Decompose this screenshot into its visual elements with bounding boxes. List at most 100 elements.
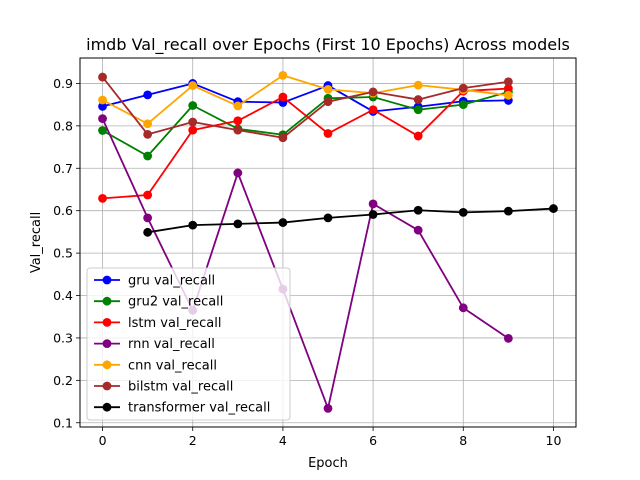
y-tick-label: 0.4	[53, 288, 73, 303]
data-point	[143, 190, 153, 200]
data-point	[98, 126, 107, 135]
data-point	[323, 213, 333, 223]
data-point	[278, 218, 288, 227]
legend-item: gru2 val_recall	[94, 295, 223, 310]
data-point	[188, 117, 198, 127]
data-point	[233, 116, 243, 126]
data-point	[188, 81, 198, 90]
y-tick-label: 0.6	[53, 203, 73, 218]
data-point	[278, 133, 288, 143]
data-point	[323, 403, 333, 413]
data-point	[188, 125, 198, 135]
legend-swatch-marker	[102, 381, 112, 391]
legend-swatch-marker	[102, 402, 112, 412]
x-tick-label: 6	[369, 433, 377, 448]
data-point	[549, 204, 558, 213]
data-point	[323, 84, 333, 94]
legend-item: lstm val_recall	[94, 316, 221, 331]
data-point	[503, 333, 513, 343]
y-axis-label: Val_recall	[29, 212, 44, 273]
data-point	[368, 199, 378, 209]
x-tick-label: 8	[459, 433, 467, 448]
legend-label: rnn val_recall	[128, 337, 215, 352]
legend-label: lstm val_recall	[128, 316, 221, 331]
grid	[80, 58, 576, 427]
data-point	[143, 227, 153, 237]
y-tick-label: 0.7	[53, 161, 73, 176]
series-0	[98, 79, 513, 116]
legend-label: transformer val_recall	[128, 401, 270, 416]
data-point	[188, 101, 198, 110]
data-point	[413, 205, 423, 215]
legend-label: gru2 val_recall	[128, 295, 223, 310]
data-point	[98, 114, 107, 124]
y-tick-label: 0.3	[53, 330, 73, 345]
legend-item: rnn val_recall	[94, 337, 215, 352]
x-axis-label: Epoch	[308, 456, 348, 471]
data-point	[278, 92, 288, 102]
data-point	[503, 77, 513, 87]
legend-item: bilstm val_recall	[94, 380, 233, 395]
data-point	[143, 151, 153, 161]
y-tick-label: 0.1	[53, 415, 73, 430]
legend-swatch-marker	[102, 339, 112, 348]
x-tick-label: 2	[189, 433, 197, 448]
data-point	[503, 84, 513, 93]
legend-label: bilstm val_recall	[128, 380, 233, 395]
data-point	[503, 206, 513, 216]
legend-item: gru val_recall	[94, 274, 215, 289]
data-point	[368, 105, 378, 115]
y-tick-label: 0.8	[53, 118, 73, 133]
data-point	[323, 129, 333, 138]
data-point	[188, 220, 198, 230]
data-point	[413, 95, 423, 104]
data-point	[368, 87, 378, 97]
data-point	[143, 213, 153, 223]
y-tick-label: 0.5	[53, 246, 73, 261]
data-point	[458, 100, 468, 110]
data-point	[143, 129, 153, 139]
legend-box	[86, 267, 291, 421]
series-6	[143, 204, 558, 237]
series-5	[98, 72, 513, 143]
data-point	[233, 125, 243, 135]
x-tick-label: 4	[279, 433, 287, 448]
data-point	[233, 168, 243, 178]
series-line	[101, 118, 509, 410]
data-point	[233, 219, 243, 229]
data-point	[458, 207, 468, 217]
legend-label: gru val_recall	[128, 274, 215, 289]
data-point	[98, 95, 107, 105]
data-point	[368, 210, 378, 219]
legend-item: transformer val_recall	[94, 401, 270, 416]
x-tick-label: 0	[99, 433, 107, 448]
axis-ticks: 0 2 4 6 8 10 0.1 0.2 0.3 0.4 0.5 0.6 0.7 0.8 0.9	[53, 76, 561, 448]
data-point	[143, 119, 153, 129]
series-line	[147, 207, 554, 234]
data-point	[98, 101, 107, 111]
data-point	[413, 105, 423, 115]
series-line	[102, 74, 509, 125]
data-point	[143, 90, 153, 100]
series-layer	[98, 70, 558, 413]
data-point	[413, 131, 423, 141]
plot-frame	[79, 57, 577, 428]
series-1	[98, 87, 513, 161]
data-point	[413, 80, 423, 90]
data-point	[323, 97, 333, 107]
y-tick-label: 0.2	[53, 373, 73, 388]
legend-swatch-marker	[102, 275, 112, 285]
series-line	[102, 82, 509, 113]
data-point	[233, 101, 243, 111]
legend-item: cnn val_recall	[94, 358, 217, 373]
legend-label: cnn val_recall	[128, 358, 217, 373]
y-tick-label: 0.9	[53, 76, 73, 91]
data-point	[458, 83, 468, 93]
legend-swatch-marker	[102, 360, 112, 370]
data-point	[413, 225, 423, 235]
data-point	[98, 72, 107, 82]
data-point	[98, 193, 107, 203]
legend-swatch-marker	[102, 296, 112, 306]
data-point	[278, 70, 288, 80]
